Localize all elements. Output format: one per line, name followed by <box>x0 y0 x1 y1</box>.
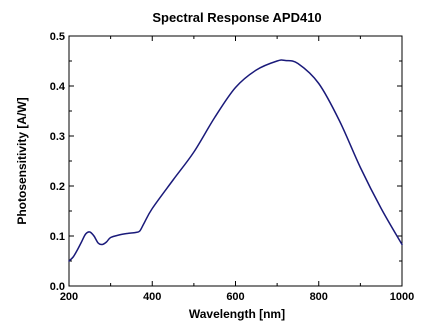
y-tick-label: 0.0 <box>50 281 65 293</box>
series-line-photosensitivity <box>68 59 403 262</box>
x-tick-label: 1000 <box>390 291 414 303</box>
x-tick-label: 400 <box>143 291 161 303</box>
y-tick-label: 0.3 <box>50 131 65 143</box>
y-tick-label: 0.2 <box>50 181 65 193</box>
x-axis-label: Wavelength [nm] <box>189 307 285 321</box>
y-tick-label: 0.4 <box>50 81 66 93</box>
plot-frame <box>68 35 403 287</box>
y-tick-label: 0.1 <box>50 231 65 243</box>
x-tick-label: 600 <box>226 291 244 303</box>
y-axis-label: Photosensitivity [A/W] <box>15 97 29 224</box>
x-tick-label: 200 <box>60 291 78 303</box>
x-tick-label: 800 <box>310 291 328 303</box>
axis-ticks: 200 400 600 800 1000 0.0 0.1 0.2 0.3 0.4 0.5 <box>50 31 415 303</box>
chart-title: Spectral Response APD410 <box>152 10 321 25</box>
y-tick-label: 0.5 <box>50 31 65 43</box>
